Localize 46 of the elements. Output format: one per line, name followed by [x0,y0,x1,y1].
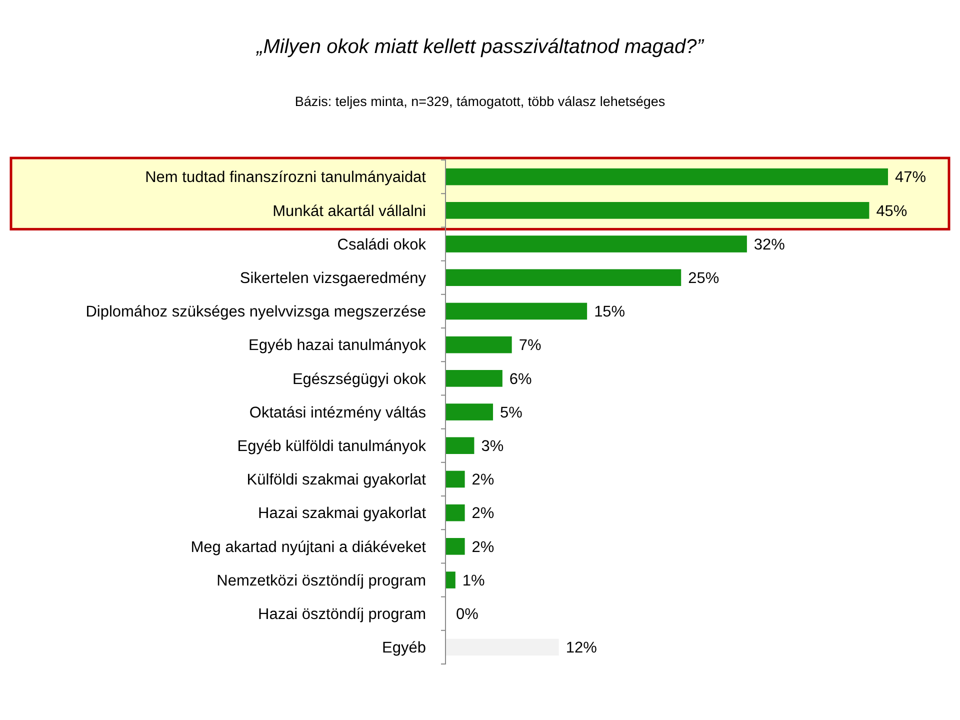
bar [446,638,559,656]
y-tick-label: Nem tudtad finanszírozni tanulmányaidat [145,169,427,186]
bar [446,538,465,555]
bar [446,302,588,320]
y-tick-label: Egyéb külföldi tanulmányok [237,438,426,456]
y-tick-label: Nemzetközi ösztöndíj program [216,572,426,590]
bar [446,202,870,219]
bar [446,572,456,588]
data-label: 45% [876,202,908,220]
data-label: 5% [500,404,523,422]
y-tick-label: Egészségügyi okok [292,370,426,388]
chart-subtitle: Bázis: teljes minta, n=329, támogatott, több válasz lehetséges [294,94,666,109]
y-tick-label: Hazai szakmai gyakorlat [258,505,427,522]
y-tick-label: Meg akartad nyújtani a diákéveket [190,538,427,556]
data-label: 6% [509,370,532,388]
data-label: 1% [462,572,486,590]
data-label: 7% [518,337,542,354]
bar [446,336,512,354]
bar [446,404,494,420]
y-tick-label: Munkát akartál vállalni [272,202,426,220]
bar [446,437,474,454]
y-tick-label: Hazai ösztöndíj program [258,606,426,624]
data-label: 2% [472,472,494,489]
data-label: 32% [754,236,786,254]
bar [446,370,502,387]
chart-title: „Milyen okok miatt kellett passziváltatnod magad?” [256,36,705,58]
data-label: 2% [472,538,494,556]
data-label: 47% [895,169,926,186]
y-tick-label: Oktatási intézmény váltás [249,404,426,422]
bar [446,168,888,186]
bar [446,236,747,252]
data-label: 15% [594,304,626,321]
bar [446,269,682,286]
y-tick-label: Diplomához szükséges nyelvvizsga megszerzése [86,304,426,321]
data-label: 2% [472,505,494,522]
y-tick-label: Egyéb hazai tanulmányok [248,337,426,354]
y-tick-label: Sikertelen vizsgaeredmény [240,270,426,288]
bar [446,470,465,488]
data-label: 25% [688,270,720,288]
data-label: 0% [456,606,479,624]
y-tick-label: Külföldi szakmai gyakorlat [246,472,427,489]
bar [446,504,465,522]
y-tick-label: Családi okok [337,236,426,254]
data-label: 3% [481,438,504,456]
data-label: 12% [566,640,598,657]
y-tick-label: Egyéb [382,640,426,657]
